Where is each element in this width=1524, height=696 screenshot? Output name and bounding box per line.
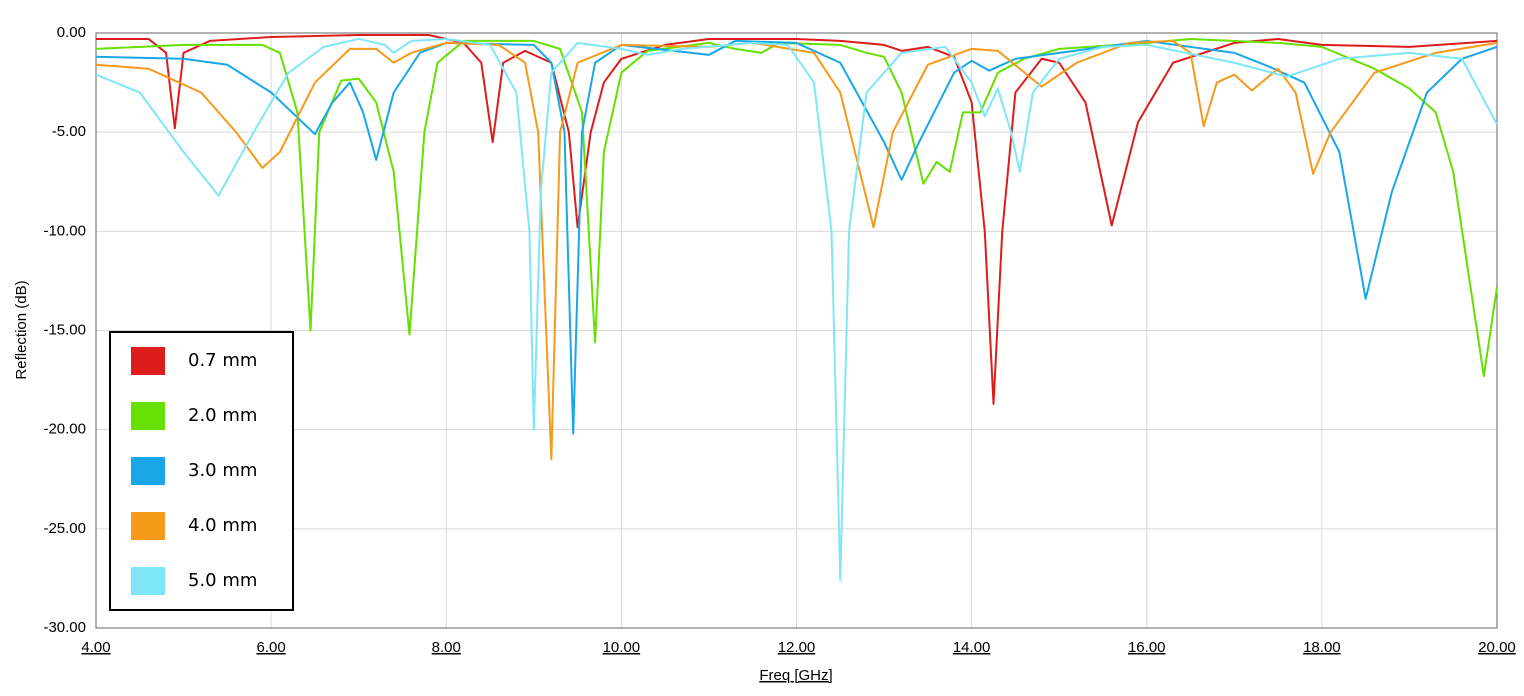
legend-swatch (131, 457, 165, 485)
x-tick-label: 18.00 (1303, 639, 1341, 656)
legend-swatch (131, 567, 165, 595)
x-tick-label: 20.00 (1478, 639, 1516, 656)
legend: 0.7 mm 2.0 mm 3.0 mm 4.0 mm 5.0 mm (109, 331, 294, 611)
series-line (96, 33, 1498, 405)
legend-label: 4.0 mm (188, 515, 257, 536)
x-tick-label: 14.00 (953, 639, 991, 656)
legend-label: 2.0 mm (188, 405, 257, 426)
y-tick-label: -20.00 (43, 421, 86, 438)
legend-label: 5.0 mm (188, 570, 257, 591)
y-tick-label: -30.00 (43, 619, 86, 636)
legend-label: 3.0 mm (188, 460, 257, 481)
x-tick-label: 8.00 (432, 639, 461, 656)
plot-frame (95, 32, 1498, 629)
legend-swatch (131, 402, 165, 430)
series-line (95, 39, 1498, 461)
x-tick-label: 12.00 (778, 639, 816, 656)
x-tick-label: 4.00 (81, 639, 110, 656)
legend-label: 0.7 mm (188, 350, 257, 371)
y-axis-label: Reflection (dB) (13, 280, 30, 379)
y-tick-label: -5.00 (52, 123, 86, 140)
legend-swatch (131, 347, 165, 375)
x-tick-label: 6.00 (257, 639, 286, 656)
y-tick-label: 0.00 (57, 24, 86, 41)
y-tick-label: -10.00 (43, 222, 86, 239)
y-tick-label: -25.00 (43, 520, 86, 537)
legend-swatch (131, 512, 165, 540)
series-line (95, 37, 1498, 582)
x-tick-label: 10.00 (603, 639, 641, 656)
x-axis-label: Freq [GHz] (759, 667, 832, 684)
x-tick-label: 16.00 (1128, 639, 1166, 656)
y-tick-label: -15.00 (43, 321, 86, 338)
series-line (95, 37, 1498, 378)
